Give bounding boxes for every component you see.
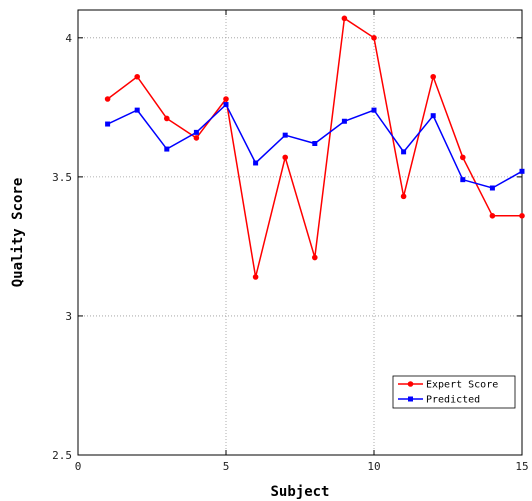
data-point [341, 118, 347, 124]
series-layer [104, 15, 525, 280]
data-point [430, 113, 436, 119]
data-point [400, 193, 407, 200]
data-point [134, 107, 140, 113]
data-point [519, 213, 525, 219]
legend: Expert Score Predicted [392, 375, 516, 409]
grid [78, 10, 522, 455]
axis-ticks: 0 5 10 15 2.5 3 3.5 4 [52, 10, 529, 473]
legend-box [392, 375, 516, 409]
plot-area-frame [77, 9, 523, 456]
data-point [164, 146, 170, 152]
data-point [193, 129, 199, 135]
series-2 [105, 102, 525, 191]
y-axis-label: Quality Score [10, 178, 26, 288]
data-point [312, 254, 318, 261]
data-point [489, 185, 495, 191]
data-point [401, 149, 407, 155]
data-point [105, 121, 111, 127]
x-tick-label: 10 [367, 460, 380, 473]
y-tick-label: 3 [65, 310, 72, 323]
y-tick-label: 4 [65, 32, 72, 45]
legend-label: Expert Score [426, 380, 498, 391]
data-point [253, 160, 259, 166]
data-point [164, 115, 170, 122]
legend-item: Predicted [398, 395, 480, 406]
x-axis-label: Subject [270, 484, 329, 500]
data-point [223, 96, 229, 102]
x-tick-label: 5 [223, 460, 230, 473]
x-tick-label: 15 [515, 460, 528, 473]
data-point [134, 73, 140, 80]
data-point [282, 154, 289, 161]
y-tick-label: 2.5 [52, 449, 72, 462]
data-point [252, 274, 259, 280]
data-point [104, 96, 111, 102]
legend-swatch-marker [407, 381, 414, 387]
data-point [341, 15, 348, 22]
data-point [223, 102, 229, 108]
x-tick-label: 0 [75, 460, 82, 473]
data-point [312, 141, 318, 146]
series-line [107, 103, 523, 189]
data-point [371, 35, 377, 41]
data-point [430, 73, 437, 80]
data-point [460, 177, 466, 183]
data-point [460, 154, 466, 161]
data-point [282, 132, 288, 138]
legend-label: Predicted [426, 395, 480, 406]
y-tick-label: 3.5 [52, 171, 72, 184]
legend-item: Expert Score [398, 380, 498, 391]
data-point [371, 107, 377, 113]
data-point [519, 168, 525, 174]
data-point [193, 135, 200, 141]
series-1 [104, 15, 525, 280]
legend-swatch-marker [408, 396, 413, 402]
data-point [489, 213, 496, 219]
